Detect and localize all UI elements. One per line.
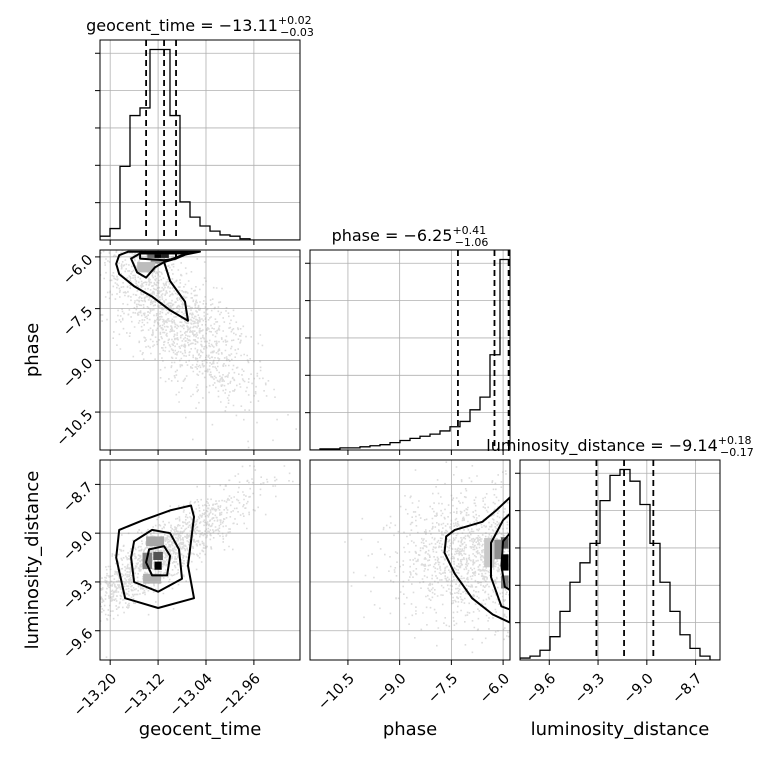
y-axis-label-luminosity_distance: luminosity_distance: [22, 471, 43, 650]
scatter-points: [344, 461, 510, 654]
pair-panel-geocent_time-luminosity_distance: [95, 459, 301, 665]
hist-panel-phase: phase = −6.25+0.41 −1.06: [305, 224, 511, 455]
y-tick-label: −8.7: [60, 479, 96, 515]
panel-frame: [519, 459, 721, 661]
contour-level-3: [443, 496, 510, 624]
y-tick-label: −9.6: [60, 626, 96, 662]
panel-title-luminosity_distance: luminosity_distance = −9.14+0.18 −0.17: [486, 434, 753, 459]
panel-frame: [99, 249, 301, 451]
y-tick-label: −6.0: [60, 252, 96, 288]
x-tick-label: −9.6: [523, 671, 559, 707]
panel-title-phase: phase = −6.25+0.41 −1.06: [332, 224, 489, 249]
contour-level-2: [490, 512, 510, 611]
y-tick-label: −9.0: [60, 355, 96, 391]
x-tick-label: −10.5: [315, 671, 358, 714]
x-axis-label-phase: phase: [383, 719, 437, 740]
x-tick-label: −13.20: [71, 671, 120, 720]
histogram-geocent_time: [100, 48, 300, 240]
density-cell: [153, 551, 163, 560]
contour-level-1: [500, 532, 510, 592]
x-axis-label-luminosity_distance: luminosity_distance: [531, 719, 710, 740]
density-cell: [484, 538, 495, 568]
y-tick-label: −9.3: [60, 577, 96, 613]
x-tick-label: −12.96: [215, 671, 264, 720]
y-axis-label-phase: phase: [22, 323, 43, 377]
x-tick-label: −9.0: [373, 671, 409, 707]
histogram-phase: [310, 258, 510, 450]
contour-level-2: [130, 528, 183, 593]
x-tick-label: −13.12: [119, 671, 168, 720]
density-cell: [154, 254, 162, 258]
panel-frame: [99, 459, 301, 661]
density-cell: [143, 573, 162, 584]
density-cell: [147, 254, 155, 258]
x-axis-label-geocent_time: geocent_time: [139, 719, 262, 740]
x-tick-label: −6.0: [477, 671, 513, 707]
density-cell: [150, 258, 166, 264]
density-cell: [137, 262, 156, 273]
panel-title-geocent_time: geocent_time = −13.11+0.02 −0.03: [86, 14, 314, 39]
contour-level-3: [115, 250, 201, 322]
hist-panel-geocent_time: geocent_time = −13.11+0.02 −0.03: [86, 14, 314, 245]
density-cell: [494, 539, 502, 560]
density-cell: [154, 561, 162, 570]
contour-level-1: [145, 545, 172, 577]
pair-panel-geocent_time-phase: [95, 249, 301, 455]
density-cell: [146, 536, 165, 547]
histogram-luminosity_distance: [520, 468, 720, 660]
x-tick-label: −8.7: [669, 671, 705, 707]
x-tick-label: −9.0: [621, 671, 657, 707]
panel-frame: [99, 39, 301, 241]
density-cell: [501, 554, 509, 571]
panel-frame: [309, 459, 511, 661]
scatter-points: [100, 250, 297, 449]
contour-level-3: [115, 504, 195, 609]
y-tick-label: −10.5: [54, 407, 97, 450]
y-tick-label: −9.0: [60, 528, 96, 564]
panel-frame: [309, 249, 511, 451]
x-tick-label: −13.04: [167, 671, 216, 720]
hist-panel-luminosity_distance: luminosity_distance = −9.14+0.18 −0.17: [486, 434, 754, 665]
x-tick-label: −7.5: [425, 671, 461, 707]
density-cell: [501, 537, 509, 549]
density-cell: [161, 254, 169, 258]
x-tick-label: −9.3: [572, 671, 608, 707]
pair-panel-phase-luminosity_distance: [309, 459, 511, 665]
y-tick-label: −7.5: [60, 304, 96, 340]
